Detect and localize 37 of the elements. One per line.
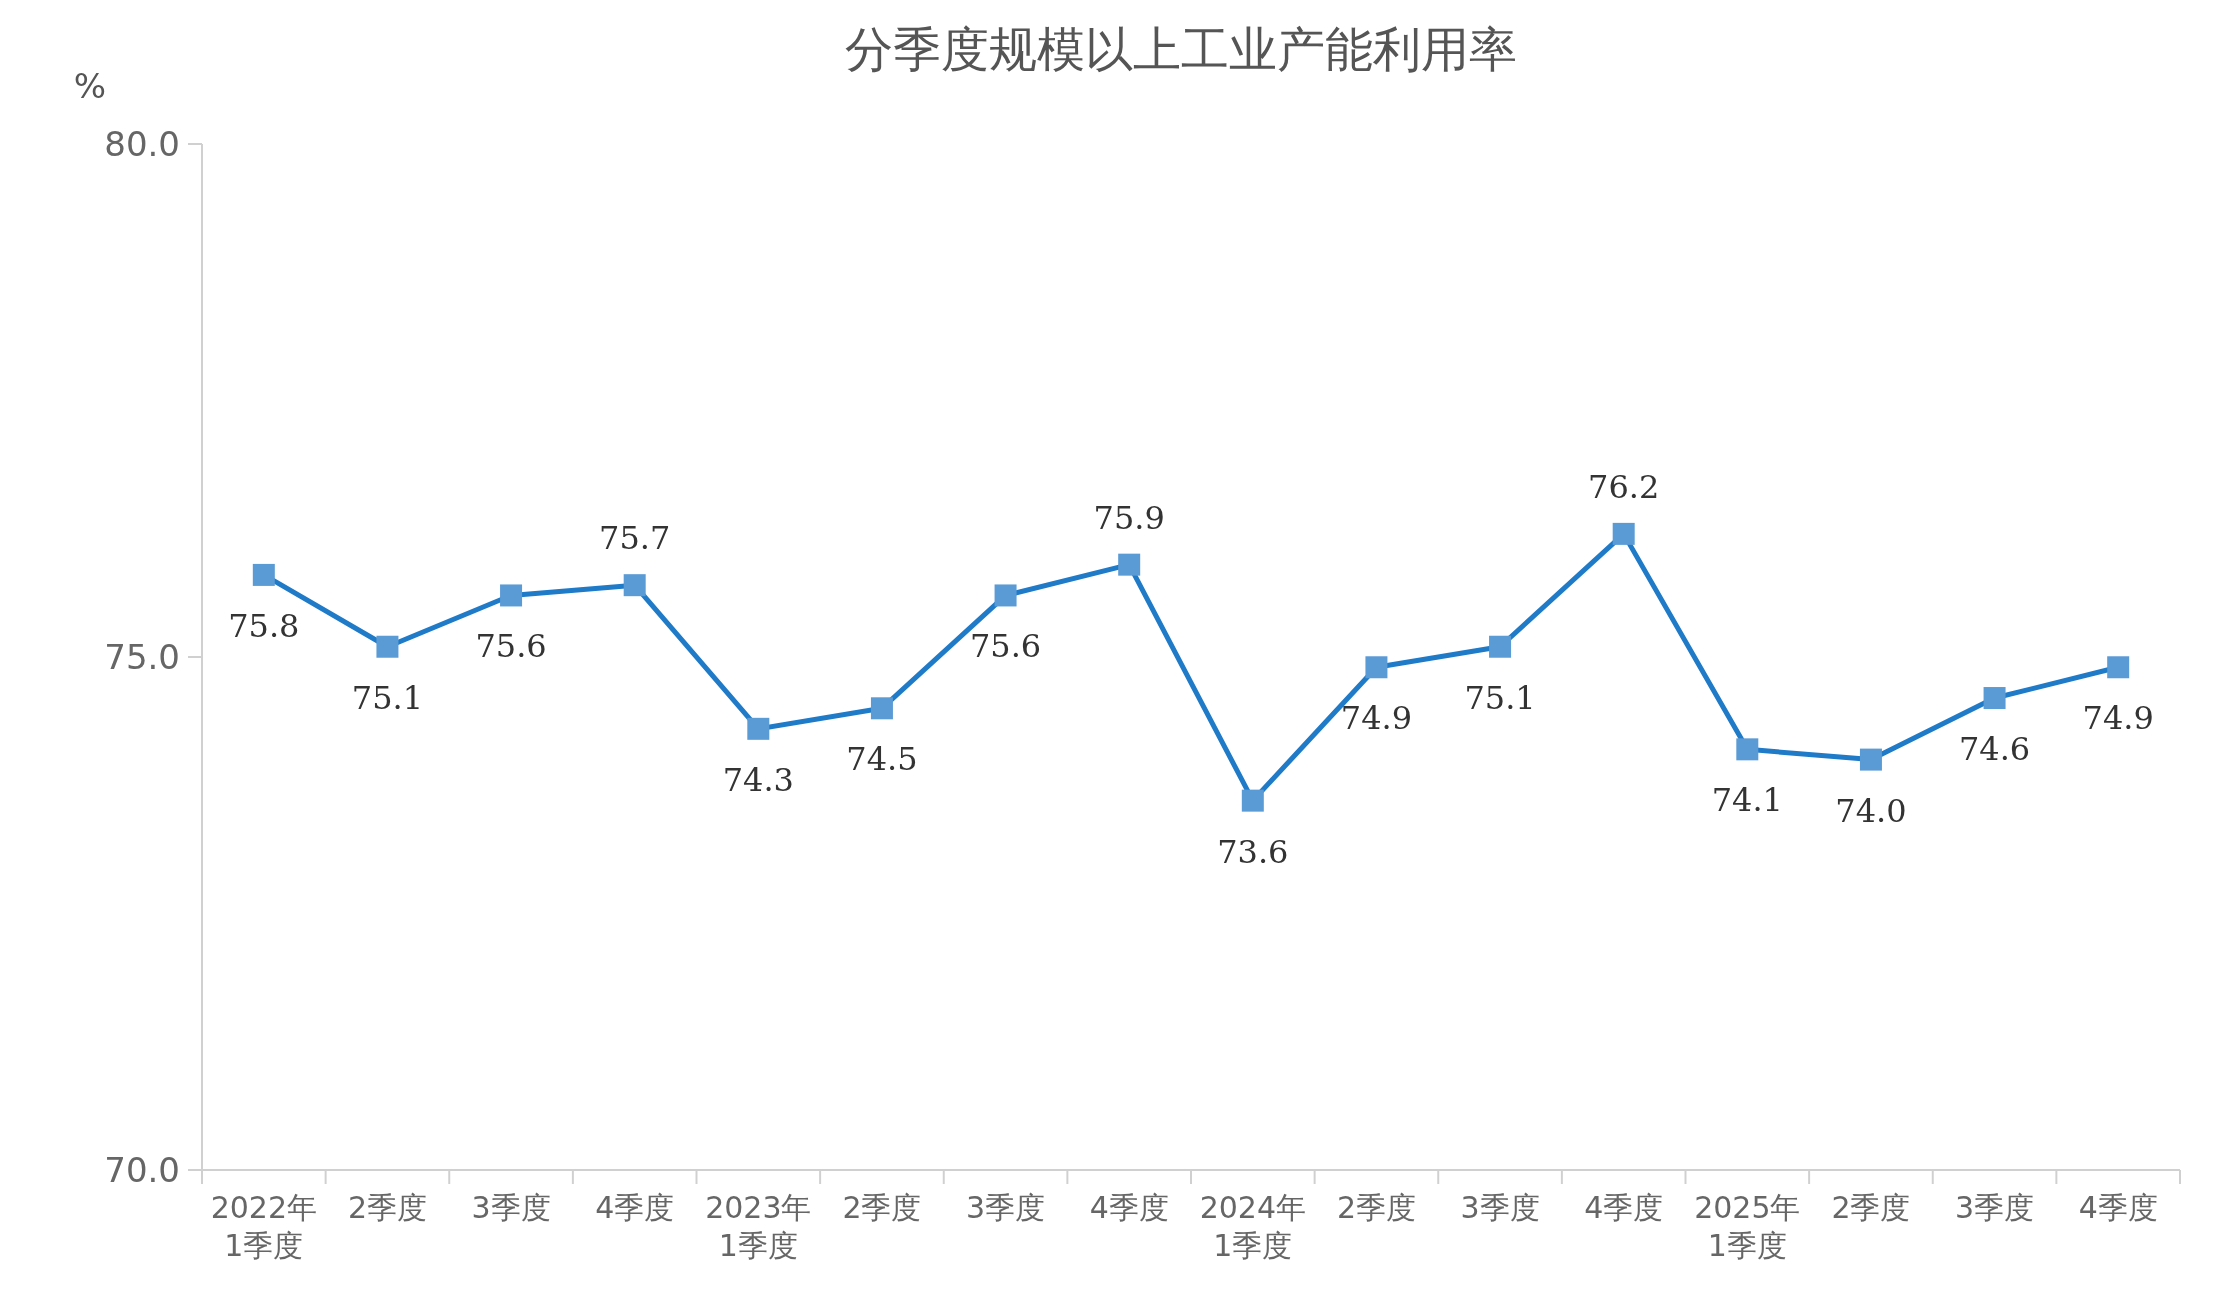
x-tick-label: 2022年 1季度: [210, 1190, 317, 1263]
x-tick-label: 3季度: [471, 1190, 551, 1225]
data-label: 74.0: [1835, 791, 1907, 830]
data-label: 75.7: [599, 519, 671, 558]
x-tick-label: 2季度: [1336, 1190, 1416, 1225]
data-label: 74.1: [1711, 781, 1783, 820]
x-tick-label: 4季度: [595, 1190, 675, 1225]
data-label: 74.9: [1340, 699, 1413, 738]
data-label: 74.3: [722, 760, 794, 799]
data-label: 75.1: [1464, 678, 1536, 717]
x-tick-label: 2024年 1季度: [1199, 1190, 1306, 1263]
data-label: 75.9: [1093, 498, 1165, 537]
data-label: 74.9: [2082, 699, 2154, 738]
data-label: 73.6: [1217, 832, 1289, 871]
data-label: 74.5: [846, 740, 918, 779]
data-label: 74.6: [1958, 730, 2031, 769]
y-tick-label: 70.0: [104, 1150, 180, 1190]
x-tick-label: 2季度: [842, 1190, 922, 1225]
x-tick-label: 2季度: [347, 1190, 427, 1225]
data-label: 76.2: [1588, 467, 1660, 506]
y-tick-label: 75.0: [104, 637, 180, 677]
y-axis-title: %: [73, 66, 107, 106]
x-tick-label: 4季度: [1089, 1190, 1169, 1225]
x-tick-label: 3季度: [1460, 1190, 1540, 1225]
x-tick-label: 2季度: [1831, 1190, 1911, 1225]
x-tick-label: 3季度: [1955, 1190, 2035, 1225]
y-tick-label: 80.0: [104, 124, 180, 164]
x-tick-label: 2023年 1季度: [705, 1190, 812, 1263]
data-label: 75.1: [351, 678, 424, 717]
x-tick-label: 4季度: [2078, 1190, 2158, 1225]
data-label: 75.6: [475, 627, 547, 666]
chart-title: 分季度规模以上工业产能利用率: [845, 21, 1517, 77]
x-tick-label: 4季度: [1584, 1190, 1664, 1225]
x-tick-label: 3季度: [966, 1190, 1046, 1225]
data-label: 75.6: [969, 627, 1042, 666]
data-label: 75.8: [228, 606, 300, 645]
x-tick-label: 2025年 1季度: [1694, 1190, 1801, 1263]
